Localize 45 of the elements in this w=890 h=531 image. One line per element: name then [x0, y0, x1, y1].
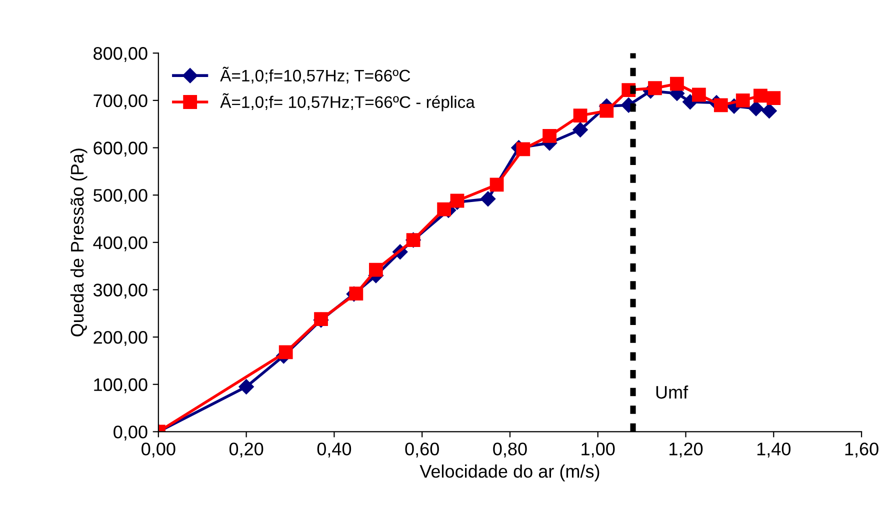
x-tick-label: 1,00 [582, 442, 615, 458]
y-tick-label: 100,00 [94, 378, 148, 394]
point [238, 379, 254, 394]
point [349, 286, 364, 300]
point [573, 108, 588, 123]
y-tick-label: 400,00 [93, 236, 148, 252]
x-tick-label: 0,20 [229, 442, 264, 458]
y-tick-label: 0,00 [114, 426, 148, 441]
x-axis-title: Velocidade do ar (m/s) [420, 464, 600, 482]
point [278, 345, 293, 360]
point [692, 88, 706, 102]
point [572, 122, 588, 138]
point [714, 98, 728, 112]
point [748, 100, 764, 116]
ref-line-label: Umf [656, 385, 688, 399]
y-tick-label: 300,00 [93, 284, 148, 299]
point [542, 128, 556, 143]
y-tick-label: 500,00 [94, 189, 148, 204]
x-tick-label: 0,00 [142, 442, 176, 458]
y-tick-label: 200,00 [94, 330, 148, 346]
point [754, 88, 768, 103]
x-tick-label: 1,40 [757, 442, 790, 458]
point [480, 191, 496, 206]
point [450, 194, 464, 208]
x-tick-label: 0,40 [317, 442, 352, 458]
y-axis-title: Queda de Pressão (Pa) [70, 148, 88, 336]
legend-label: Ã=1,0;f=10,57Hz; T=66ºC [220, 66, 410, 84]
point [600, 104, 614, 118]
point [762, 103, 777, 118]
y-tick-label: 600,00 [94, 142, 148, 157]
y-tick-label: 800,00 [94, 47, 148, 62]
point [490, 178, 504, 192]
x-tick-label: 1,60 [845, 442, 878, 458]
point [736, 93, 750, 108]
y-tick-label: 700,00 [94, 94, 148, 110]
point [516, 142, 530, 156]
point [766, 91, 781, 106]
x-tick-label: 0,80 [493, 442, 527, 458]
point [648, 81, 662, 96]
x-tick-label: 0,60 [405, 442, 439, 458]
point [368, 262, 383, 277]
legend-label: Ã=1,0;f= 10,57Hz;T=66ºC - réplica [220, 93, 475, 112]
point [670, 76, 684, 91]
x-tick-label: 1,20 [670, 442, 703, 458]
point [437, 202, 451, 216]
